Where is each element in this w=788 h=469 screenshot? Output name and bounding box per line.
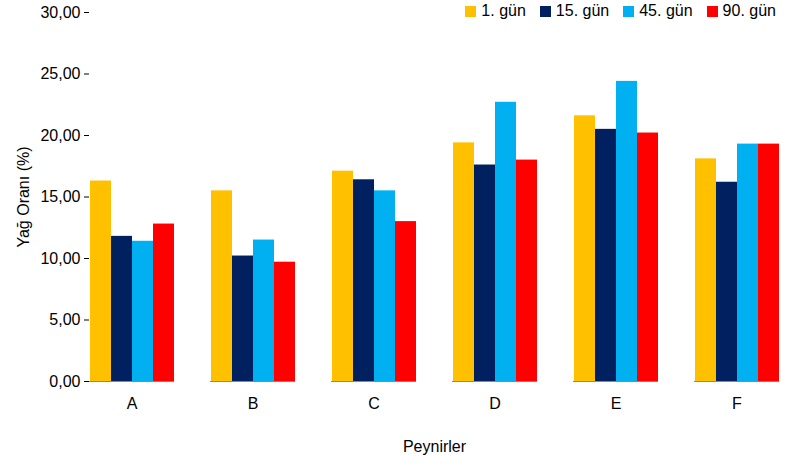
- svg-text:0,00: 0,00: [49, 373, 80, 390]
- svg-text:C: C: [368, 395, 380, 412]
- svg-text:20,00: 20,00: [40, 127, 80, 144]
- svg-text:Peynirler: Peynirler: [403, 438, 467, 455]
- html-text:90. gün: 90. gün: [722, 2, 776, 19]
- svg-text:30,00: 30,00: [40, 4, 80, 21]
- svg-text:E: E: [611, 395, 622, 412]
- html-text:15. gün: 15. gün: [555, 2, 610, 19]
- svg-text:5,00: 5,00: [49, 311, 80, 328]
- svg-text:D: D: [489, 395, 501, 412]
- svg-text:10,00: 10,00: [40, 250, 80, 267]
- svg-text:A: A: [127, 395, 138, 412]
- svg-text:15,00: 15,00: [40, 188, 80, 205]
- svg-text:F: F: [732, 395, 742, 412]
- svg-text:Yağ Oranı (%): Yağ Oranı (%): [15, 146, 32, 247]
- svg-text:B: B: [248, 395, 259, 412]
- html-text:45. gün: 45. gün: [639, 2, 693, 19]
- html-text:1. gün: 1. gün: [481, 2, 526, 19]
- svg-text:25,00: 25,00: [40, 65, 80, 82]
